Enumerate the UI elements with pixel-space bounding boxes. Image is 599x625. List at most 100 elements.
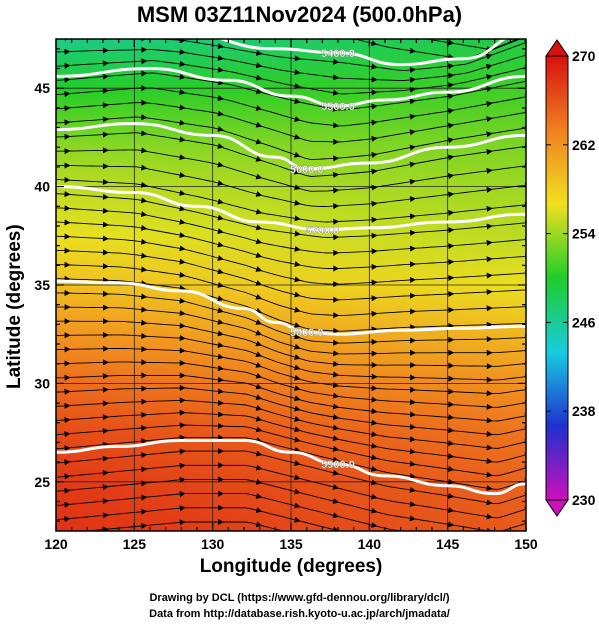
wind-arrow — [102, 359, 109, 366]
wind-arrow — [294, 230, 301, 237]
wind-arrow — [332, 424, 340, 431]
wind-arrow — [64, 105, 71, 112]
wind-arrow — [448, 388, 455, 395]
wind-arrow — [64, 247, 71, 254]
wind-arrow — [255, 173, 263, 180]
wind-arrow — [64, 445, 71, 452]
wind-arrow — [102, 116, 109, 123]
wind-arrow — [294, 199, 301, 206]
wind-arrow — [486, 471, 493, 478]
wind-arrow — [370, 493, 378, 500]
wind-arrow — [333, 31, 340, 38]
wind-arrow — [448, 349, 455, 356]
contour-label: 5800.0 — [290, 327, 324, 339]
wind-arrow — [332, 456, 340, 463]
wind-arrow — [64, 388, 71, 395]
wind-arrow — [180, 0, 187, 1]
wind-arrow — [140, 197, 148, 204]
wind-arrow — [179, 462, 186, 469]
wind-arrow — [371, 232, 378, 239]
wind-arrow — [332, 403, 340, 410]
wind-arrow — [409, 261, 417, 268]
wind-arrow — [218, 448, 225, 455]
wind-arrow — [447, 521, 455, 528]
wind-arrow — [333, 249, 340, 256]
wind-arrow — [371, 135, 378, 142]
wind-arrow — [217, 411, 225, 418]
wind-arrow — [102, 400, 109, 407]
wind-arrow — [255, 521, 263, 528]
wind-arrow — [64, 20, 70, 26]
wind-arrow — [294, 354, 301, 360]
wind-arrow — [141, 130, 148, 137]
wind-arrow — [448, 307, 455, 313]
wind-arrow — [294, 405, 301, 412]
height-contour — [56, 279, 526, 336]
wind-arrow — [448, 243, 455, 250]
wind-arrow — [448, 227, 455, 234]
streamlines — [56, 39, 526, 531]
wind-arrow — [333, 350, 340, 357]
wind-arrow — [140, 211, 148, 218]
streamline — [56, 116, 526, 161]
wind-arrow — [448, 336, 455, 343]
wind-arrow — [371, 168, 378, 175]
wind-arrow — [217, 143, 224, 149]
colorbar-bar — [545, 55, 569, 501]
streamline — [56, 102, 526, 143]
streamline — [56, 493, 404, 531]
wind-arrow — [370, 40, 378, 47]
wind-arrow — [332, 414, 340, 420]
wind-arrow — [140, 181, 148, 188]
wind-arrow — [371, 184, 378, 191]
height-contour — [56, 122, 526, 171]
wind-arrow — [409, 144, 416, 151]
wind-arrow — [141, 319, 148, 326]
wind-arrow — [333, 541, 340, 548]
plot-area: 5400.0 5500.0 5600.0 5700.0 5800.0 5900.0 120 1… — [34, 0, 538, 552]
x-tick-label: 135 — [279, 536, 303, 552]
data-credit: Data from http://database.rish.kyoto-u.a… — [149, 608, 450, 620]
wind-arrow — [179, 372, 186, 379]
wind-arrow — [410, 374, 417, 381]
wind-arrow — [371, 442, 378, 449]
streamline — [423, 39, 522, 51]
y-tick-label: 35 — [34, 277, 50, 293]
wind-arrow — [141, 333, 148, 339]
wind-arrow — [447, 137, 455, 144]
streamline — [56, 361, 526, 408]
wind-arrow — [141, 523, 148, 529]
contour-label: 5400.0 — [321, 48, 355, 60]
wind-arrow — [371, 454, 378, 461]
wind-arrow — [179, 218, 186, 225]
wind-arrow — [486, 417, 493, 424]
wind-arrow — [333, 265, 340, 272]
wind-arrow — [410, 362, 417, 369]
wind-arrow — [217, 180, 224, 186]
wind-arrow — [486, 444, 493, 451]
wind-arrow — [371, 103, 378, 110]
wind-arrow — [64, 91, 71, 97]
wind-arrow — [255, 340, 263, 347]
wind-arrow — [371, 373, 378, 380]
wind-arrow — [333, 327, 340, 334]
wind-arrow — [64, 402, 71, 409]
wind-arrow — [102, 526, 109, 531]
wind-arrow — [102, 263, 109, 270]
wind-arrow — [333, 155, 340, 162]
colorbar-tick-label: 238 — [572, 403, 596, 419]
wind-arrow — [294, 516, 301, 523]
wind-arrow — [486, 305, 493, 312]
wind-arrow — [486, 186, 493, 193]
wind-arrow — [141, 346, 148, 353]
wind-arrow — [102, 428, 109, 434]
wind-arrow — [256, 0, 263, 4]
wind-arrow — [448, 440, 455, 447]
streamline — [56, 374, 526, 422]
wind-arrow — [332, 512, 340, 519]
wind-arrow — [524, 31, 532, 39]
wind-arrow — [141, 425, 148, 431]
wind-arrow — [179, 384, 186, 391]
wind-arrow — [447, 507, 455, 514]
wind-arrow — [255, 362, 263, 368]
